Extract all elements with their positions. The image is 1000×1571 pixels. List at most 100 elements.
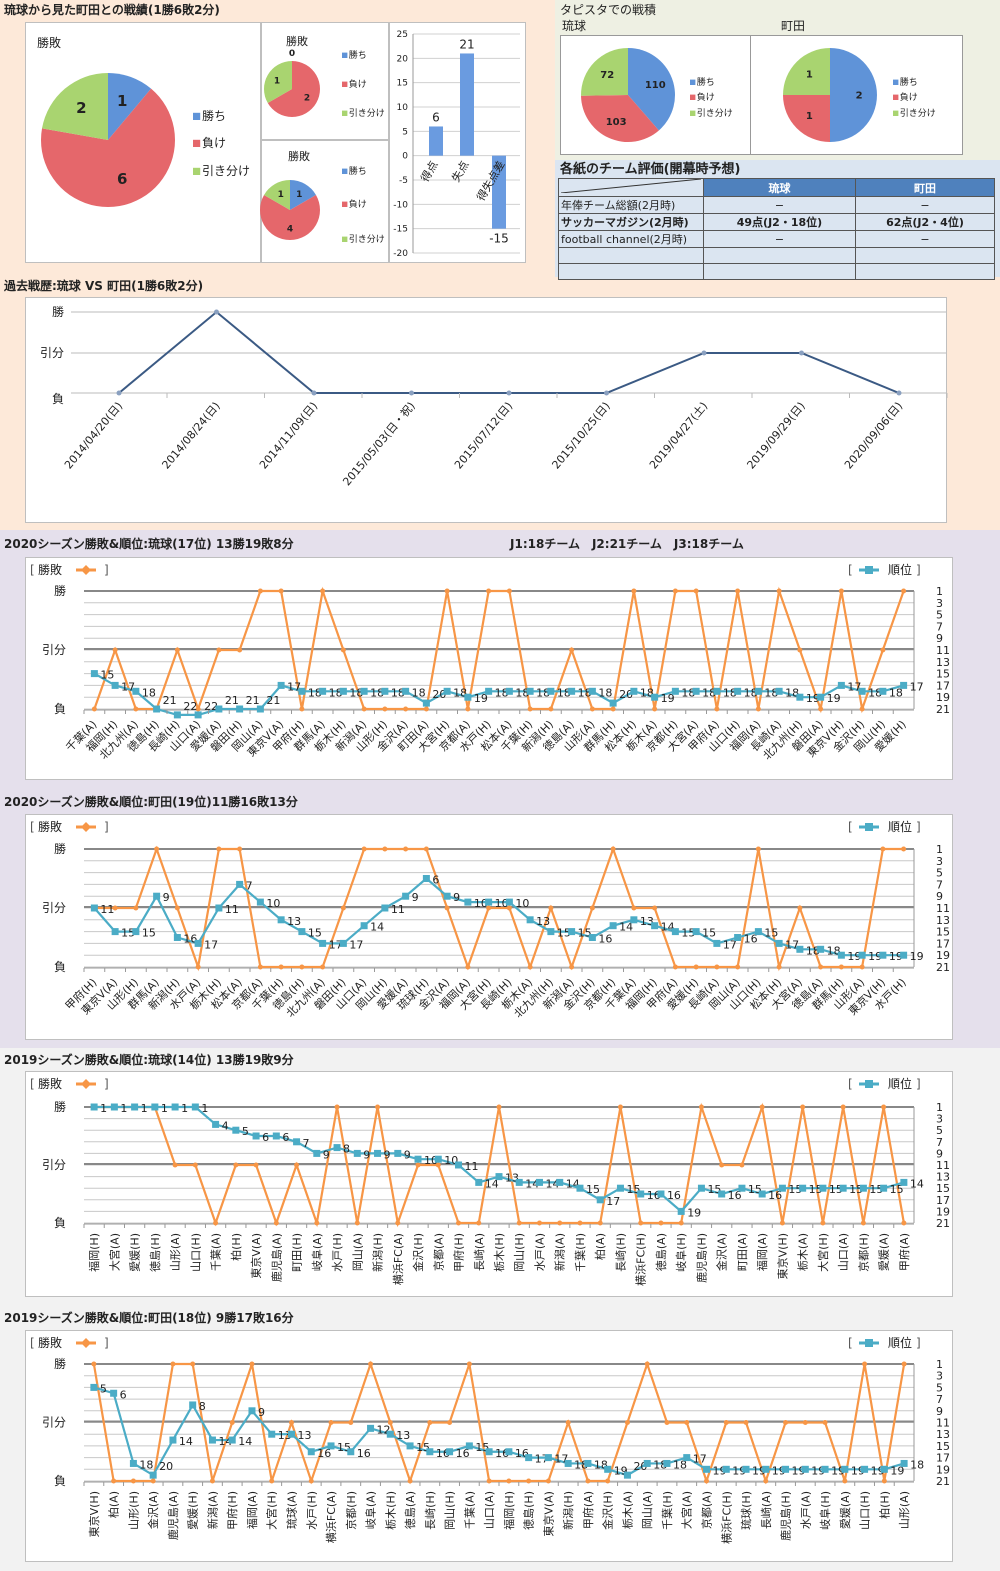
- category-label: 栃木(H): [383, 1491, 397, 1530]
- result-point: [719, 1162, 725, 1168]
- pie-data-label: 1: [117, 92, 127, 110]
- row-label: サッカーマガジン(2月時): [558, 213, 704, 231]
- rank-data-label: 10: [515, 897, 529, 910]
- result-point: [91, 706, 97, 712]
- rank-axis-tick: 19: [936, 691, 950, 704]
- rank-point: [861, 1465, 869, 1473]
- rank-data-label: 1: [100, 1102, 107, 1115]
- rank-data-label: 14: [566, 1177, 580, 1190]
- rank-data-label: 15: [707, 1183, 721, 1196]
- rank-point: [272, 1132, 280, 1140]
- rank-point: [446, 1448, 454, 1456]
- row-label: [558, 247, 704, 264]
- history-point: [409, 390, 414, 396]
- result-point: [842, 1478, 848, 1484]
- legend-result-label: 勝敗: [38, 1076, 62, 1091]
- rank-axis-tick: 7: [936, 878, 943, 891]
- legend-label: 引き分け: [900, 108, 936, 119]
- category-label: 鹿児島(A): [269, 1233, 283, 1282]
- rank-data-label: 15: [121, 927, 135, 940]
- rank-data-label: 18: [785, 686, 799, 699]
- result-point: [174, 905, 180, 911]
- evaluation-table: 琉球 町田 年俸チーム総額(2月時) − − サッカーマガジン(2月時) 49点(J2…: [558, 178, 996, 280]
- rank-data-label: 20: [619, 688, 633, 701]
- category-label: 栃木(A): [796, 1233, 810, 1271]
- bar-y-tick: -20: [393, 249, 408, 259]
- rank-data-label: 15: [681, 927, 695, 940]
- rank-axis-tick: 13: [936, 656, 950, 669]
- category-label: 山形(H): [127, 1491, 140, 1530]
- rank-axis-tick: 11: [936, 644, 950, 657]
- legend-rank-marker: [865, 1080, 873, 1088]
- category-label: 山口(A): [837, 1233, 850, 1271]
- legend-bracket: ]: [104, 563, 109, 577]
- category-label: 愛媛(H): [186, 1491, 200, 1530]
- rank-point: [609, 922, 617, 930]
- rank-data-label: 18: [723, 686, 737, 699]
- rank-point: [604, 1465, 612, 1473]
- legend-swatch: [342, 236, 348, 242]
- rank-data-label: 14: [910, 1177, 924, 1190]
- rank-data-label: 17: [204, 938, 218, 951]
- rank-data-label: 11: [465, 1160, 479, 1173]
- category-label: 京都(A): [431, 1233, 445, 1271]
- rank-data-label: 14: [179, 1435, 193, 1448]
- rank-point: [475, 1178, 483, 1186]
- rank-point: [394, 1149, 402, 1157]
- rank-data-label: 10: [266, 897, 280, 910]
- result-point: [881, 1478, 887, 1484]
- rank-axis-tick: 9: [936, 1147, 943, 1160]
- rank-point: [360, 687, 368, 695]
- result-point: [672, 964, 678, 970]
- pie-slice-lose: [260, 195, 320, 240]
- rank-point: [616, 1184, 624, 1192]
- category-label: 山口(H): [859, 1491, 872, 1530]
- rank-point: [525, 1454, 533, 1462]
- pie-slice-lose: [581, 95, 659, 142]
- result-point: [755, 846, 761, 852]
- rank-data-label: 18: [764, 686, 778, 699]
- result-point: [548, 706, 554, 712]
- result-axis-label: 引分: [42, 1416, 66, 1430]
- rank-data-label: 14: [525, 1177, 539, 1190]
- result-point: [111, 1478, 117, 1484]
- rank-axis-tick: 19: [936, 1205, 950, 1218]
- rank-data-label: 18: [578, 686, 592, 699]
- rank-point: [215, 705, 223, 713]
- rank-data-label: 14: [238, 1435, 252, 1448]
- bar-y-tick: 15: [397, 79, 408, 89]
- rank-data-label: 22: [183, 700, 197, 713]
- rank-point: [526, 916, 534, 924]
- result-point: [174, 647, 180, 653]
- rank-data-label: 20: [432, 688, 446, 701]
- legend-result-marker: [81, 565, 91, 575]
- bar-1: [460, 53, 474, 156]
- rank-point: [153, 705, 161, 713]
- rank-point: [535, 1178, 543, 1186]
- rank-point: [277, 681, 285, 689]
- rank-data-label: 17: [287, 680, 301, 693]
- rank-axis-tick: 15: [936, 668, 950, 681]
- category-label: 岐阜(H): [675, 1233, 688, 1272]
- rank-axis-tick: 9: [936, 1405, 943, 1418]
- rank-point: [327, 1442, 335, 1450]
- rank-point: [191, 1103, 199, 1111]
- legend-swatch: [193, 167, 201, 175]
- rank-data-label: 19: [806, 692, 820, 705]
- rank-data-label: 17: [785, 938, 799, 951]
- result-point: [776, 588, 782, 594]
- rank-data-label: 15: [809, 1183, 823, 1196]
- category-label: 徳島(H): [522, 1491, 536, 1530]
- rank-point: [132, 928, 140, 936]
- rank-point: [841, 1465, 849, 1473]
- rank-data-label: 1: [181, 1102, 188, 1115]
- rank-point: [596, 1196, 604, 1204]
- rank-point: [637, 1190, 645, 1198]
- result-point: [382, 846, 388, 852]
- season-chart-machida-2019: [勝敗][順位] 1 3 5 7 9 11 13 15 17 19 21 勝引分負 5 6 18 20 14 8 14…: [25, 1330, 953, 1562]
- rank-point: [194, 711, 202, 719]
- rank-axis-tick: 15: [936, 1182, 950, 1195]
- pie-data-label: 6: [117, 170, 127, 188]
